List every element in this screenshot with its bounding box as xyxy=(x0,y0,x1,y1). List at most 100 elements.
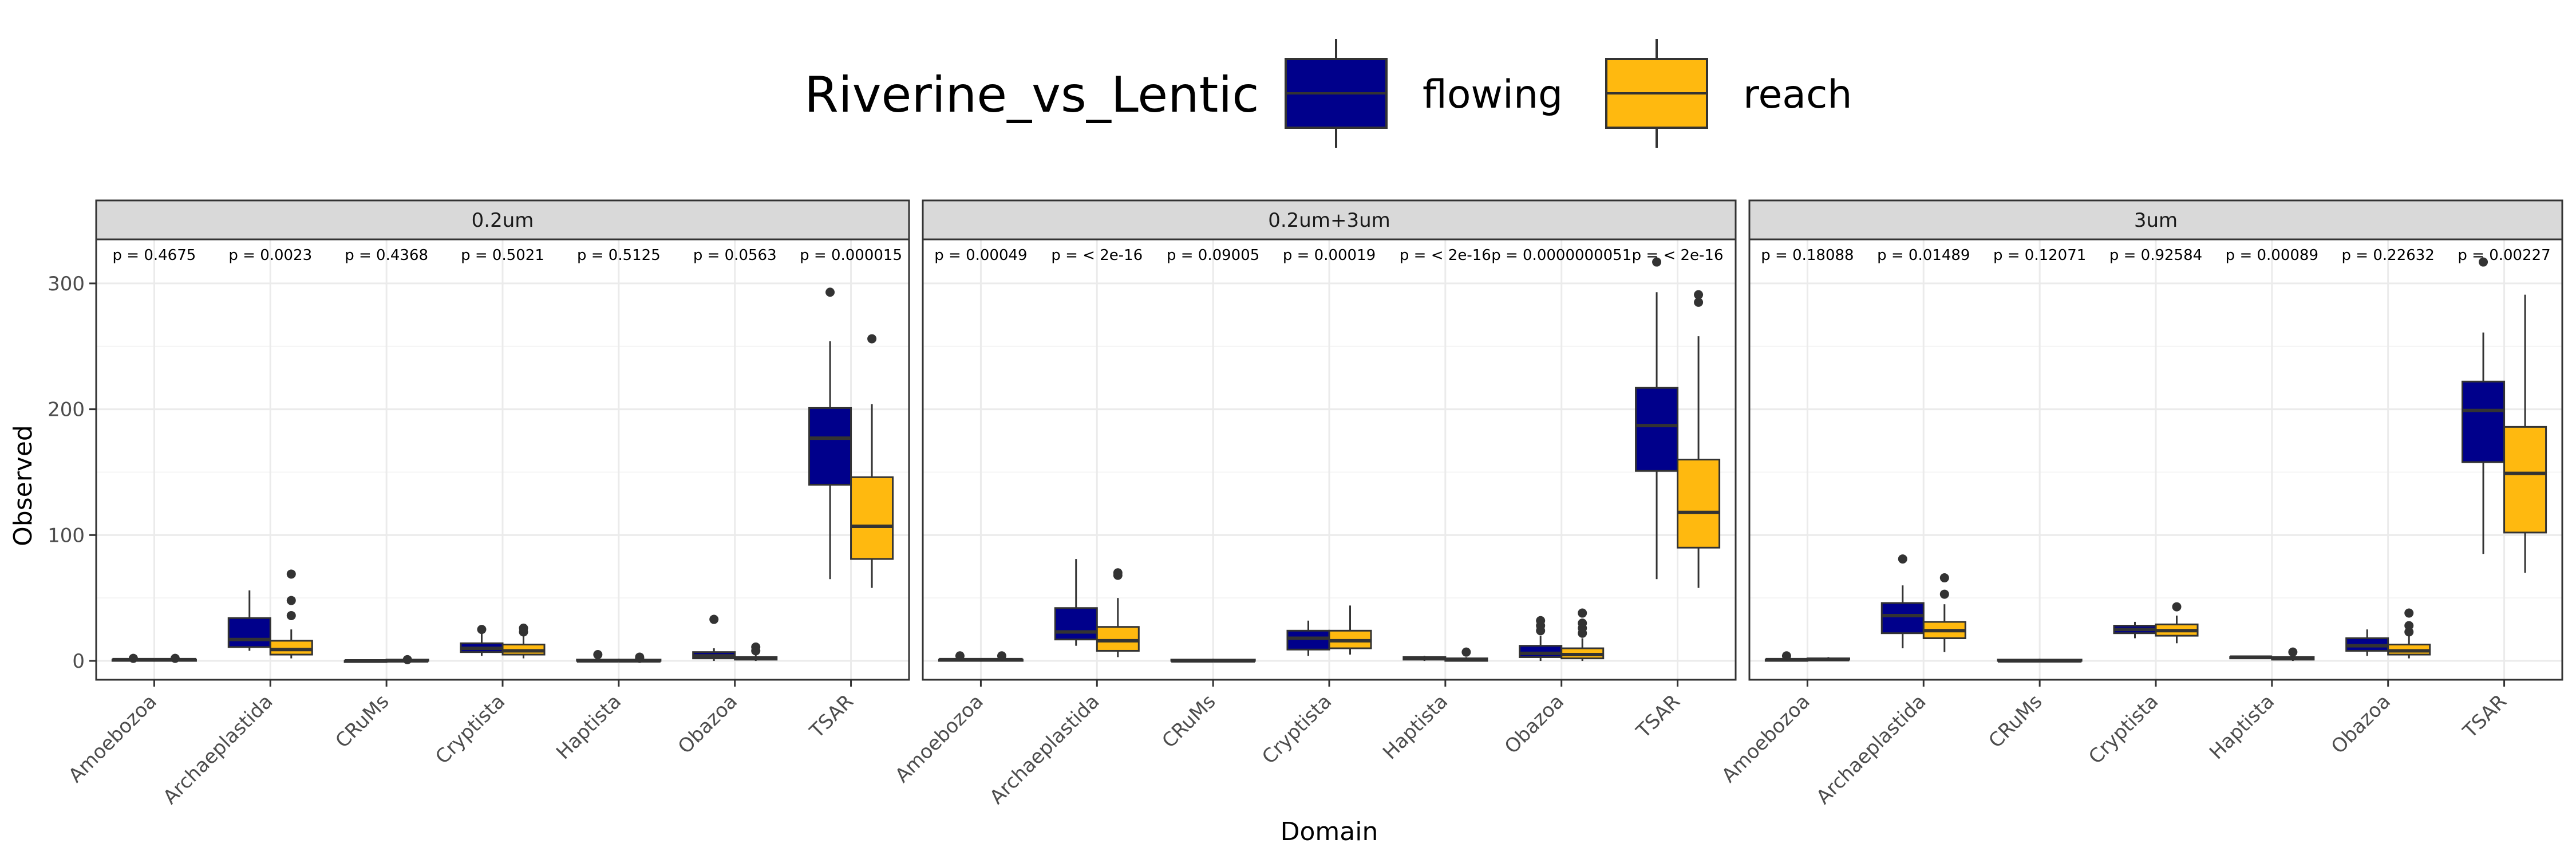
outlier-point xyxy=(1898,554,1907,564)
grid xyxy=(923,239,1736,680)
p-value-label-Haptista: p = 0.5125 xyxy=(577,247,661,264)
p-value-label-Archaeplastida: p = < 2e-16 xyxy=(1051,247,1143,264)
outlier-point xyxy=(635,652,645,662)
box-body xyxy=(269,640,313,656)
outlier-point xyxy=(402,655,412,664)
outlier-point xyxy=(1113,568,1123,578)
box-flowing-CRuMs xyxy=(1997,659,2041,663)
box-reach-Haptista xyxy=(2271,647,2315,661)
box-reach-TSAR xyxy=(850,334,894,588)
facet-strip-label: 0.2um xyxy=(472,209,534,232)
box-reach-Haptista xyxy=(618,652,662,663)
p-value-label-TSAR: p = 0.000015 xyxy=(800,247,902,264)
boxes xyxy=(938,257,1721,663)
p-value-label-Archaeplastida: p = 0.01489 xyxy=(1877,247,1970,264)
x-tick-label-CRuMs: CRuMs xyxy=(1984,690,2046,752)
x-tick-label-Cryptista: Cryptista xyxy=(431,690,509,769)
p-value-label-TSAR: p = 0.00227 xyxy=(2458,247,2550,264)
x-tick-label-Archaeplastida: Archaeplastida xyxy=(985,690,1104,809)
box-flowing-Haptista xyxy=(2229,655,2273,660)
outlier-point xyxy=(1578,608,1587,618)
grid xyxy=(96,239,909,680)
box-body xyxy=(1054,607,1098,641)
p-value-labels: p = 0.4675 p = 0.0023 p = 0.4368 p = 0.5021… xyxy=(113,247,902,264)
y-tick-label: 200 xyxy=(48,399,85,421)
box-flowing-Haptista xyxy=(576,650,620,663)
x-tick-label-Amoebozoa: Amoebozoa xyxy=(64,690,161,787)
outlier-point xyxy=(286,569,296,579)
legend-label-flowing: flowing xyxy=(1423,72,1563,117)
p-value-label-CRuMs: p = 0.12071 xyxy=(1993,247,2086,264)
p-value-label-Obazoa: p = 0.22632 xyxy=(2342,247,2435,264)
x-tick-label-Amoebozoa: Amoebozoa xyxy=(891,690,988,787)
legend-title: Riverine_vs_Lentic xyxy=(804,66,1259,124)
box-flowing-Obazoa xyxy=(1519,616,1563,661)
outlier-point xyxy=(997,651,1006,661)
p-value-label-CRuMs: p = 0.4368 xyxy=(345,247,428,264)
box-body xyxy=(227,617,271,648)
p-value-label-Amoebozoa: p = 0.18088 xyxy=(1761,247,1854,264)
outlier-point xyxy=(955,651,965,661)
p-value-label-Cryptista: p = 0.92584 xyxy=(2109,247,2202,264)
outlier-point xyxy=(286,610,296,620)
outlier-point xyxy=(2288,647,2298,657)
y-tick-label: 300 xyxy=(48,273,85,295)
box-reach-Cryptista xyxy=(501,623,546,659)
box-body xyxy=(850,476,894,560)
x-tick-label-Haptista: Haptista xyxy=(552,690,626,764)
box-flowing-TSAR xyxy=(2462,257,2506,554)
outlier-point xyxy=(825,287,835,297)
box-reach-Amoebozoa xyxy=(153,653,197,663)
box-reach-Amoebozoa xyxy=(979,651,1024,662)
outlier-point xyxy=(1694,297,1704,307)
box-body xyxy=(1096,626,1140,652)
facet-strip-label: 0.2um+3um xyxy=(1268,209,1390,232)
x-tick-label-Haptista: Haptista xyxy=(1378,690,1452,764)
p-value-label-Haptista: p = 0.00089 xyxy=(2226,247,2318,264)
box-body xyxy=(1677,459,1721,549)
p-value-label-Obazoa: p = 0.0563 xyxy=(693,247,777,264)
x-tick-label-Obazoa: Obazoa xyxy=(2327,690,2395,758)
box-body xyxy=(1880,602,1925,635)
x-tick-label-Archaeplastida: Archaeplastida xyxy=(1812,690,1930,809)
outlier-point xyxy=(1781,651,1791,661)
x-tick-label-TSAR: TSAR xyxy=(805,690,858,743)
box-flowing-Cryptista xyxy=(1286,620,1330,656)
box-flowing-Archaeplastida xyxy=(227,590,271,651)
boxes xyxy=(111,287,894,664)
box-body xyxy=(1519,645,1563,658)
x-tick-label-CRuMs: CRuMs xyxy=(331,690,393,752)
outlier-point xyxy=(286,596,296,605)
p-value-label-TSAR: p = < 2e-16 xyxy=(1632,247,1724,264)
box-reach-Amoebozoa xyxy=(1806,657,1850,661)
outlier-point xyxy=(2172,602,2182,612)
outlier-point xyxy=(1578,618,1587,628)
p-value-labels: p = 0.18088 p = 0.01489 p = 0.12071 p = 0.9… xyxy=(1761,247,2550,264)
outlier-point xyxy=(2404,621,2414,631)
outlier-point xyxy=(519,623,528,633)
box-reach-Obazoa xyxy=(1560,608,1605,661)
legend-entry-flowing: flowing xyxy=(1285,39,1563,148)
p-value-label-Obazoa: p = 0.0000000051 xyxy=(1491,247,1631,264)
facet-strip xyxy=(922,199,1737,241)
x-tick-label-CRuMs: CRuMs xyxy=(1157,690,1220,752)
y-tick-label: 100 xyxy=(48,524,85,547)
y-tick-label: 0 xyxy=(72,650,85,673)
box-body xyxy=(1286,629,1330,651)
outlier-point xyxy=(2479,257,2488,267)
box-flowing-CRuMs xyxy=(1170,659,1214,663)
box-flowing-TSAR xyxy=(808,287,852,580)
p-value-label-Cryptista: p = 0.00019 xyxy=(1283,247,1376,264)
outlier-point xyxy=(867,334,877,344)
legend-label-reach: reach xyxy=(1743,72,1852,117)
x-tick-label-TSAR: TSAR xyxy=(2458,690,2511,743)
facet-panel-0.2um: 0.2um p = 0.4675 p = 0.0023 p = 0.4368 p = 0… xyxy=(48,199,910,809)
box-reach-Cryptista xyxy=(2155,602,2199,644)
box-reach-Haptista xyxy=(1444,647,1488,662)
box-reach-Archaeplastida xyxy=(269,569,313,659)
outlier-point xyxy=(593,650,603,660)
box-flowing-Cryptista xyxy=(2113,621,2157,639)
y-axis-ticks: 0 100 200 300 xyxy=(48,273,96,673)
